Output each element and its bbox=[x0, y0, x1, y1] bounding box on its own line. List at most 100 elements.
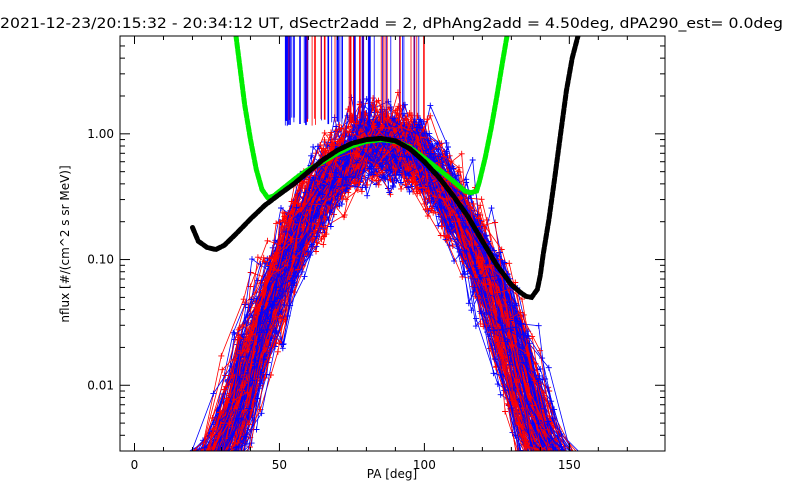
data-point-marker bbox=[537, 452, 543, 458]
data-point-marker bbox=[209, 415, 216, 421]
data-point-marker bbox=[597, 452, 603, 458]
data-point-marker bbox=[584, 452, 590, 458]
data-point-marker bbox=[203, 452, 209, 458]
data-point-marker bbox=[596, 452, 602, 458]
data-point-marker bbox=[203, 452, 209, 458]
data-point-marker bbox=[591, 452, 597, 458]
data-point-marker bbox=[190, 452, 196, 458]
data-point-marker bbox=[212, 452, 218, 458]
data-point-marker bbox=[617, 452, 623, 458]
data-point-marker bbox=[212, 452, 218, 458]
data-point-marker bbox=[590, 452, 596, 458]
data-point-marker bbox=[465, 300, 472, 307]
data-point-marker bbox=[568, 452, 574, 458]
data-point-marker bbox=[572, 452, 578, 458]
data-point-marker bbox=[624, 452, 630, 458]
data-point-marker bbox=[623, 452, 629, 458]
data-point-marker bbox=[619, 452, 625, 458]
data-point-marker bbox=[607, 452, 613, 458]
data-point-marker bbox=[553, 452, 559, 458]
data-point-marker bbox=[228, 452, 234, 458]
data-point-marker bbox=[585, 452, 591, 458]
data-point-marker bbox=[616, 452, 622, 458]
data-point-marker bbox=[620, 452, 626, 458]
data-point-marker bbox=[203, 452, 209, 458]
data-point-marker bbox=[626, 452, 632, 458]
data-point-marker bbox=[587, 452, 593, 458]
data-point-marker bbox=[608, 452, 614, 458]
data-point-marker bbox=[533, 452, 539, 458]
data-point-marker bbox=[199, 452, 205, 458]
data-point-marker bbox=[186, 452, 192, 458]
data-point-marker bbox=[600, 452, 606, 458]
data-point-marker bbox=[191, 452, 197, 458]
data-point-marker bbox=[555, 452, 561, 458]
data-point-marker bbox=[196, 452, 202, 458]
chart-title: 2021-12-23/20:15:32 - 20:34:12 UT, dSect… bbox=[0, 16, 783, 32]
data-point-marker bbox=[597, 452, 603, 458]
data-point-marker bbox=[202, 452, 208, 458]
data-point-marker bbox=[161, 452, 167, 458]
data-point-marker bbox=[622, 452, 628, 458]
data-point-marker bbox=[547, 452, 553, 458]
data-point-marker bbox=[545, 452, 551, 458]
data-point-marker bbox=[529, 452, 535, 458]
data-point-marker bbox=[225, 452, 231, 458]
data-point-marker bbox=[196, 452, 202, 458]
data-point-marker bbox=[614, 452, 620, 458]
data-point-marker bbox=[201, 452, 207, 458]
data-point-marker bbox=[417, 116, 423, 123]
data-point-marker bbox=[576, 452, 582, 458]
data-point-marker bbox=[192, 452, 198, 458]
data-point-marker bbox=[215, 452, 221, 458]
data-point-marker bbox=[614, 452, 620, 458]
data-point-marker bbox=[609, 452, 615, 458]
data-point-marker bbox=[549, 452, 555, 458]
data-point-marker bbox=[549, 452, 555, 458]
data-point-marker bbox=[596, 452, 602, 458]
data-point-marker bbox=[605, 452, 611, 458]
data-point-marker bbox=[599, 452, 605, 458]
data-point-marker bbox=[550, 452, 556, 458]
data-point-marker bbox=[194, 452, 200, 458]
data-point-marker bbox=[194, 452, 200, 458]
data-point-marker bbox=[191, 452, 197, 458]
data-point-marker bbox=[527, 452, 533, 458]
data-point-marker bbox=[212, 452, 218, 458]
data-point-marker bbox=[618, 452, 624, 458]
data-point-marker bbox=[571, 452, 577, 458]
data-point-marker bbox=[581, 452, 587, 458]
data-point-marker bbox=[230, 452, 236, 458]
data-point-marker bbox=[575, 452, 581, 458]
data-point-marker bbox=[624, 452, 630, 458]
data-point-marker bbox=[215, 452, 221, 458]
data-point-marker bbox=[164, 452, 170, 458]
data-point-marker bbox=[203, 452, 209, 458]
data-point-marker bbox=[557, 452, 563, 458]
data-point-marker bbox=[185, 452, 191, 458]
data-point-marker bbox=[574, 452, 580, 458]
data-point-marker bbox=[538, 452, 544, 458]
data-point-marker bbox=[603, 452, 609, 458]
data-point-marker bbox=[548, 452, 554, 458]
data-point-marker bbox=[590, 452, 596, 458]
data-point-marker bbox=[212, 452, 218, 458]
data-point-marker bbox=[219, 452, 225, 458]
data-point-marker bbox=[560, 452, 566, 458]
data-point-marker bbox=[194, 452, 200, 458]
data-point-marker bbox=[565, 452, 571, 458]
data-point-marker bbox=[561, 452, 567, 458]
data-point-marker bbox=[568, 452, 574, 458]
data-point-marker bbox=[180, 452, 186, 458]
data-point-marker bbox=[611, 452, 617, 458]
data-point-marker bbox=[567, 452, 573, 458]
data-point-marker bbox=[163, 452, 169, 458]
data-point-marker bbox=[221, 452, 227, 458]
data-point-marker bbox=[587, 452, 593, 458]
data-point-marker bbox=[589, 452, 595, 458]
data-point-marker bbox=[267, 372, 274, 378]
data-point-marker bbox=[546, 452, 552, 458]
data-point-marker bbox=[424, 213, 431, 220]
data-point-marker bbox=[550, 452, 556, 458]
data-point-marker bbox=[551, 452, 557, 458]
